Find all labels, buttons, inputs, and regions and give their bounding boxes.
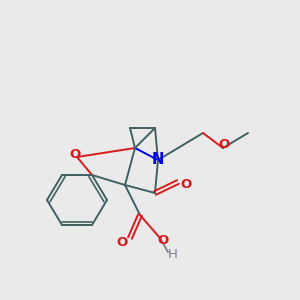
Text: N: N: [152, 152, 164, 167]
Text: O: O: [158, 235, 169, 248]
Text: O: O: [69, 148, 81, 161]
Text: O: O: [180, 178, 192, 190]
Text: O: O: [218, 139, 230, 152]
Text: O: O: [116, 236, 128, 250]
Text: H: H: [168, 248, 178, 262]
